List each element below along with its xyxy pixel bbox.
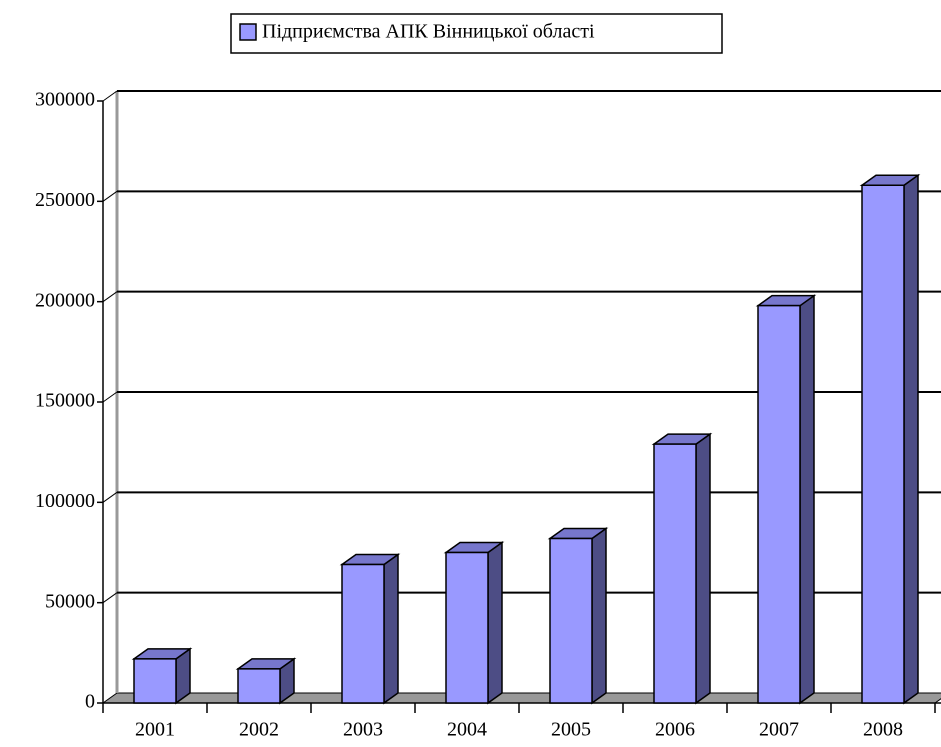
x-tick-label: 2004 [447, 719, 487, 741]
bar-side [591, 526, 607, 705]
bar-side [799, 294, 815, 705]
y-tick-label: 300000 [35, 89, 95, 111]
y-tick-label: 0 [85, 691, 95, 713]
bar [755, 294, 817, 705]
legend-label: Підприємства АПК Вінницької області [262, 21, 595, 43]
bar [547, 526, 609, 705]
y-tick-label: 50000 [45, 590, 95, 612]
legend-swatch [239, 23, 257, 41]
bar [443, 541, 505, 705]
grid-line-side [102, 90, 118, 102]
x-tick-label: 2003 [343, 719, 383, 741]
bar-side [903, 173, 919, 705]
legend-box [230, 13, 723, 54]
grid-line-side [102, 291, 118, 303]
bar [859, 173, 921, 705]
x-tick-label: 2005 [551, 719, 591, 741]
x-tick-label: 2007 [759, 719, 799, 741]
bar [235, 657, 297, 705]
bar-side [695, 432, 711, 705]
bar [339, 553, 401, 705]
grid-line-side [102, 491, 118, 503]
bar-side [383, 553, 399, 705]
x-tick-label: 2006 [655, 719, 695, 741]
bar-front [237, 668, 281, 704]
y-tick-label: 150000 [35, 390, 95, 412]
y-tick-label: 100000 [35, 490, 95, 512]
y-tick-label: 250000 [35, 189, 95, 211]
grid-line-side [102, 391, 118, 403]
grid-line-side [102, 190, 118, 202]
y-tick-label: 200000 [35, 289, 95, 311]
bar [651, 432, 713, 705]
bar-front [653, 443, 697, 704]
x-tick-label: 2002 [239, 719, 279, 741]
bar-side [487, 541, 503, 705]
floor [101, 692, 941, 704]
bar-front [549, 537, 593, 704]
grid-line-side [102, 592, 118, 604]
bar-front [133, 658, 177, 704]
bar-front [341, 563, 385, 704]
x-tick-label: 2008 [863, 719, 903, 741]
bar-front [861, 184, 905, 704]
bar [131, 647, 193, 705]
bar-front [445, 551, 489, 704]
x-tick-label: 2001 [135, 719, 175, 741]
bar-front [757, 304, 801, 704]
